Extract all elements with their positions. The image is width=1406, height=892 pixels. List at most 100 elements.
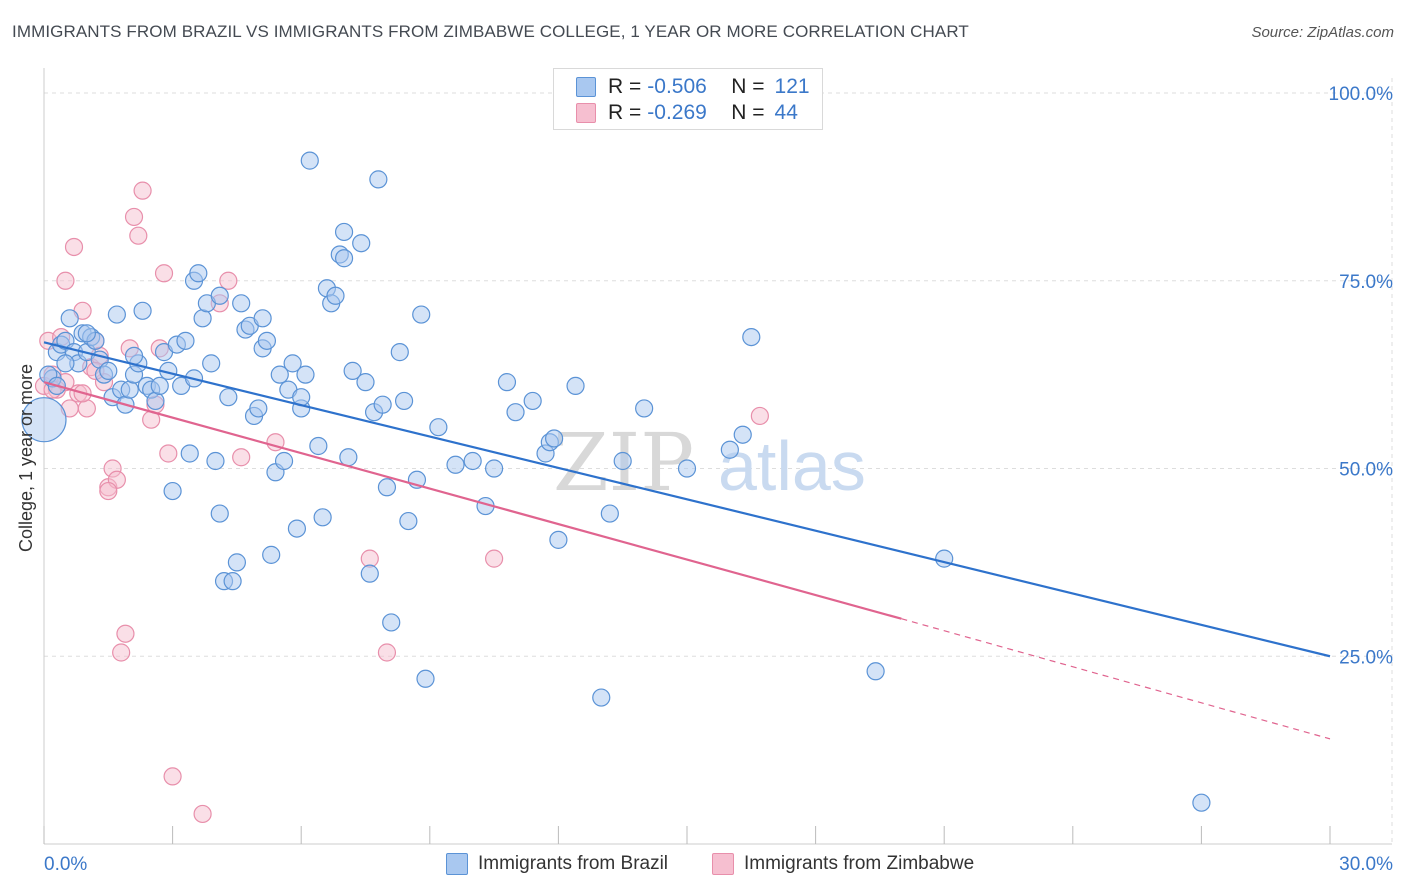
brazil-point [309, 436, 328, 456]
brazil-point [592, 688, 611, 707]
legend-n-label: N = [731, 101, 765, 124]
zimbabwe-point [116, 624, 135, 643]
brazil-point [163, 481, 182, 501]
zimbabwe-point [219, 271, 238, 290]
brazil-point [866, 662, 885, 681]
brazil-swatch [446, 853, 468, 875]
brazil-point [334, 222, 354, 242]
brazil-point [1192, 793, 1211, 812]
brazil-point [635, 399, 654, 418]
brazil-point [180, 444, 199, 463]
bottom-legend-zimbabwe[interactable]: Immigrants from Zimbabwe [712, 852, 974, 876]
brazil-point [334, 249, 354, 268]
brazil-point [150, 376, 169, 396]
brazil-point [253, 309, 272, 328]
zimbabwe-point [56, 271, 75, 290]
bottom-legend-zimbabwe-label: Immigrants from Zimbabwe [744, 853, 975, 874]
brazil-point [287, 519, 307, 538]
zimbabwe-point [193, 804, 212, 824]
brazil-point [356, 373, 375, 392]
brazil-point [313, 508, 332, 527]
zimbabwe-trend-extension [901, 618, 1331, 740]
brazil-point [506, 403, 525, 422]
bottom-legend-brazil[interactable]: Immigrants from Brazil [446, 852, 668, 876]
zimbabwe-point [163, 767, 182, 786]
brazil-point [21, 397, 67, 443]
brazil-point [77, 324, 96, 343]
brazil-point [545, 429, 564, 448]
zimbabwe-point [159, 444, 178, 463]
brazil-point [352, 234, 371, 253]
brazil-point [223, 572, 242, 591]
zimbabwe-point [77, 399, 96, 418]
brazil-point [369, 170, 388, 189]
legend-r-label: R = [608, 101, 642, 124]
brazil-point [120, 380, 139, 399]
zimbabwe-point [232, 448, 251, 467]
brazil-point [326, 286, 345, 305]
brazil-point [283, 354, 302, 373]
zimbabwe-point [112, 643, 131, 662]
brazil-point [600, 504, 619, 523]
y-tick-label: 100.0% [1329, 84, 1394, 105]
zimbabwe-swatch [576, 103, 596, 123]
zimbabwe-point [485, 549, 504, 568]
brazil-point [206, 451, 225, 471]
brazil-point [373, 395, 392, 414]
legend-r-value: -0.269 [647, 101, 707, 124]
brazil-point [219, 388, 238, 407]
brazil-point [249, 399, 268, 418]
bottom-legend-brazil-label: Immigrants from Brazil [478, 853, 669, 874]
brazil-point [274, 451, 294, 471]
legend-r-value: -0.506 [647, 75, 707, 98]
brazil-point [677, 459, 697, 478]
brazil-point [296, 365, 315, 384]
watermark: ZIP atlas [553, 416, 866, 509]
zimbabwe-point [377, 643, 397, 662]
zimbabwe-point [124, 207, 144, 227]
brazil-point [270, 365, 289, 384]
zimbabwe-point [154, 264, 174, 283]
brazil-point [257, 331, 277, 350]
stats-legend: R = -0.506 N = 121 R = -0.269 N = 44 [553, 68, 823, 130]
brazil-point [202, 354, 221, 373]
brazil-point [60, 309, 79, 328]
legend-r-label: R = [608, 75, 642, 98]
brazil-point [463, 451, 482, 471]
brazil-point [497, 373, 517, 392]
axes [43, 68, 1392, 845]
brazil-point [394, 391, 414, 411]
y-tick-label: 25.0% [1339, 647, 1393, 668]
legend-row-zimbabwe: R = -0.269 N = 44 [576, 100, 798, 126]
brazil-point [176, 331, 195, 350]
zimbabwe-point [99, 481, 118, 501]
brazil-point [733, 425, 752, 444]
y-axis-label: College, 1 year or more [16, 364, 36, 552]
tick-labels: 25.0% 50.0% 75.0% 100.0% 0.0% 30.0% [44, 84, 1393, 875]
brazil-point [146, 391, 165, 411]
brazil-trend-line [43, 341, 1331, 658]
brazil-point [193, 309, 212, 328]
y-tick-label: 50.0% [1339, 460, 1393, 481]
brazil-point [133, 301, 152, 320]
brazil-point [390, 343, 409, 362]
brazil-point [262, 545, 281, 564]
brazil-point [566, 376, 585, 396]
brazil-point [377, 478, 397, 497]
y-tick-label: 75.0% [1339, 272, 1393, 293]
brazil-point [210, 504, 229, 523]
brazil-point [399, 511, 418, 531]
brazil-point [382, 613, 401, 632]
x-tick-label: 30.0% [1339, 854, 1393, 875]
brazil-point [56, 354, 75, 373]
zimbabwe-point [133, 181, 152, 200]
legend-row-brazil: R = -0.506 N = 121 [576, 74, 810, 100]
legend-n-label: N = [731, 75, 765, 98]
brazil-point [412, 305, 431, 324]
brazil-point [99, 361, 118, 380]
zimbabwe-point [64, 237, 84, 257]
brazil-point [613, 451, 632, 471]
brazil-point [360, 564, 379, 583]
zimbabwe-trend-line [43, 381, 902, 620]
brazil-point [446, 455, 465, 474]
